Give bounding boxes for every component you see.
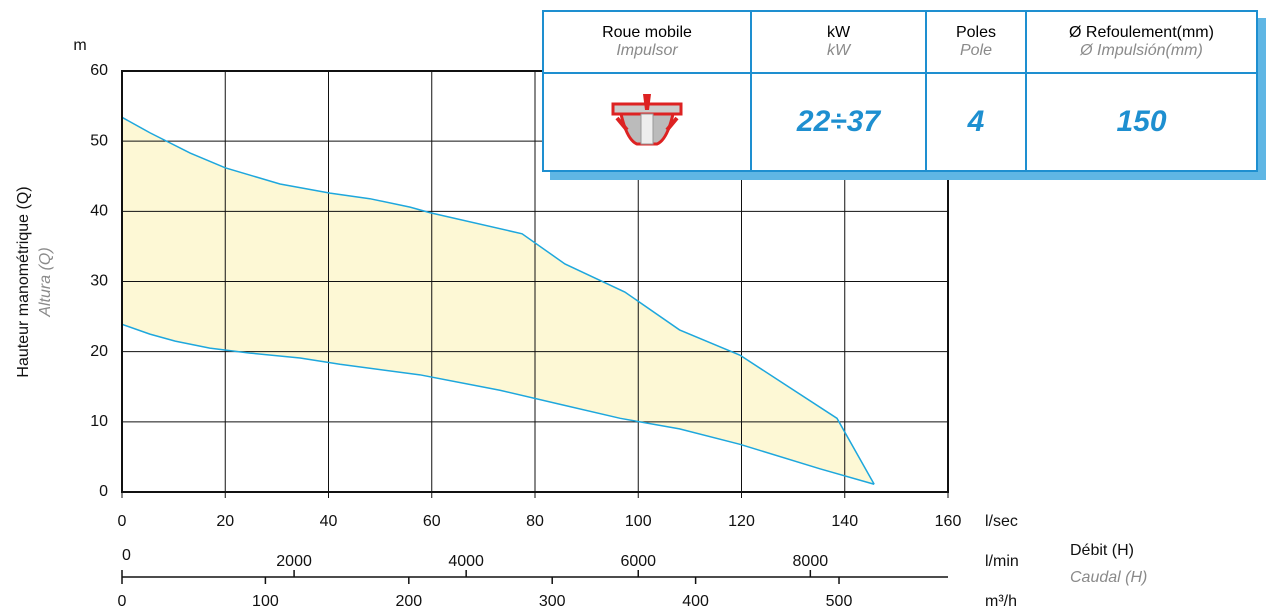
secondary-tick-label: 100 bbox=[252, 593, 279, 610]
x-tick-label: 60 bbox=[423, 513, 441, 530]
y-tick-label: 30 bbox=[90, 273, 108, 290]
x-tick-label: 0 bbox=[118, 513, 127, 530]
secondary-tick-label: 0 bbox=[122, 547, 131, 564]
secondary-tick-label: 4000 bbox=[448, 553, 484, 570]
y-tick-label: 40 bbox=[90, 203, 108, 220]
spec-table: Roue mobile Impulsor kW kW Poles Pole Ø Ref… bbox=[542, 10, 1258, 172]
header-alt: Impulsor bbox=[616, 42, 678, 59]
y-unit: m bbox=[73, 37, 86, 54]
x-tick-label: 100 bbox=[625, 513, 652, 530]
plot-border bbox=[121, 70, 949, 493]
header: Roue mobile bbox=[602, 24, 692, 41]
secondary-tick-label: 0 bbox=[118, 593, 127, 610]
y-label-alt: Altura (Q) bbox=[37, 247, 54, 317]
y-tick-label: 50 bbox=[90, 132, 108, 149]
x-tick-label: 120 bbox=[728, 513, 755, 530]
y-tick-label: 0 bbox=[99, 483, 108, 500]
x-tick-label: 160 bbox=[935, 513, 962, 530]
header-cell: Ø Refoulement(mm) Ø Impulsión(mm) bbox=[1025, 10, 1258, 74]
data-row: 22÷37 4 150 bbox=[542, 72, 1258, 172]
secondary-tick-label: 2000 bbox=[276, 553, 312, 570]
header-alt: Pole bbox=[959, 42, 993, 59]
secondary-tick-label: 200 bbox=[395, 593, 422, 610]
header-row: Roue mobile Impulsor kW kW Poles Pole Ø Ref… bbox=[542, 10, 1258, 74]
y-label: Hauteur manométrique (Q) bbox=[15, 186, 32, 377]
range-fill bbox=[122, 117, 875, 485]
secondary-unit: l/min bbox=[985, 553, 1019, 570]
header-cell: kW kW bbox=[750, 10, 927, 74]
header: Poles bbox=[955, 24, 997, 41]
secondary-tick-label: 6000 bbox=[620, 553, 656, 570]
poles: 4 bbox=[925, 72, 1027, 172]
x-tick-label: 80 bbox=[526, 513, 544, 530]
header-alt: Ø Impulsión(mm) bbox=[1080, 42, 1203, 59]
secondary-tick-label: 500 bbox=[826, 593, 853, 610]
secondary-tick-label: 8000 bbox=[793, 553, 829, 570]
header: Ø Refoulement(mm) bbox=[1069, 24, 1214, 41]
header-alt: kW bbox=[826, 42, 851, 59]
secondary-tick-label: 300 bbox=[539, 593, 566, 610]
x-label: Débit (H) bbox=[1070, 542, 1134, 559]
impeller-icon bbox=[611, 93, 683, 145]
y-tick-label: 60 bbox=[90, 62, 108, 79]
x-tick-label: 20 bbox=[216, 513, 234, 530]
curve bbox=[121, 116, 875, 485]
x-label-alt: Caudal (H) bbox=[1070, 569, 1147, 586]
x-unit: l/sec bbox=[985, 513, 1018, 530]
x-tick-label: 140 bbox=[831, 513, 858, 530]
outlet: 150 bbox=[1025, 72, 1258, 172]
header-cell: Roue mobile Impulsor bbox=[542, 10, 752, 74]
secondary-unit: m³/h bbox=[985, 593, 1017, 610]
table: Roue mobile Impulsor kW kW Poles Pole Ø Ref… bbox=[542, 10, 1258, 172]
power: 22÷37 bbox=[750, 72, 927, 172]
header-cell: Poles Pole bbox=[925, 10, 1027, 74]
y-tick-label: 20 bbox=[90, 343, 108, 360]
header: kW bbox=[826, 24, 851, 41]
secondary-tick-label: 400 bbox=[682, 593, 709, 610]
curve bbox=[121, 323, 875, 486]
x-tick-label: 40 bbox=[320, 513, 338, 530]
impeller-cell bbox=[542, 72, 752, 172]
y-tick-label: 10 bbox=[90, 413, 108, 430]
